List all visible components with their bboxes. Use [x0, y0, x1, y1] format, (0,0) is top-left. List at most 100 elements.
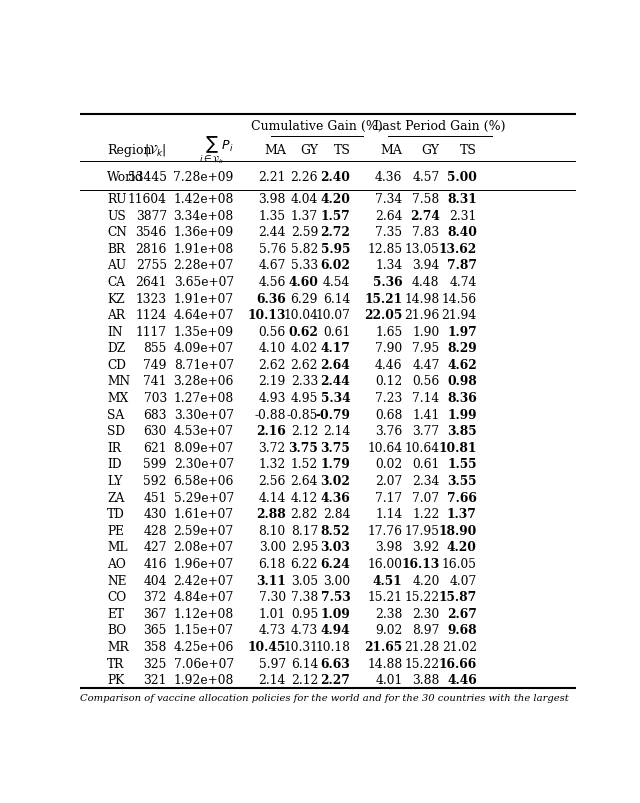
- Text: 7.23: 7.23: [375, 392, 403, 405]
- Text: 2.64: 2.64: [375, 210, 403, 222]
- Text: 0.61: 0.61: [323, 325, 350, 338]
- Text: 4.02: 4.02: [291, 342, 318, 355]
- Text: 1.37: 1.37: [291, 210, 318, 222]
- Text: 1117: 1117: [136, 325, 167, 338]
- Text: ET: ET: [108, 607, 124, 620]
- Text: 2.82: 2.82: [291, 507, 318, 520]
- Text: 4.12: 4.12: [291, 491, 318, 504]
- Text: 5.00: 5.00: [447, 171, 477, 184]
- Text: 8.17: 8.17: [291, 524, 318, 537]
- Text: 0.12: 0.12: [375, 375, 403, 388]
- Text: 3.75: 3.75: [289, 442, 318, 454]
- Text: 3.03: 3.03: [321, 540, 350, 554]
- Text: 4.20: 4.20: [412, 574, 440, 587]
- Text: 4.95: 4.95: [291, 392, 318, 405]
- Text: 3.55: 3.55: [447, 475, 477, 487]
- Text: 1.90: 1.90: [412, 325, 440, 338]
- Text: 3.65e+07: 3.65e+07: [173, 275, 234, 288]
- Text: 6.14: 6.14: [323, 292, 350, 305]
- Text: ZA: ZA: [108, 491, 125, 504]
- Text: 1.96e+07: 1.96e+07: [173, 557, 234, 570]
- Text: 8.09e+07: 8.09e+07: [173, 442, 234, 454]
- Text: 1.42e+08: 1.42e+08: [173, 193, 234, 206]
- Text: $|\mathcal{V}_k|$: $|\mathcal{V}_k|$: [145, 142, 167, 158]
- Text: 703: 703: [143, 392, 167, 405]
- Text: 404: 404: [143, 574, 167, 587]
- Text: 1.34: 1.34: [375, 259, 403, 272]
- Text: 17.95: 17.95: [404, 524, 440, 537]
- Text: 53445: 53445: [128, 171, 167, 184]
- Text: 8.31: 8.31: [447, 193, 477, 206]
- Text: 21.94: 21.94: [442, 308, 477, 322]
- Text: 599: 599: [143, 458, 167, 471]
- Text: 2755: 2755: [136, 259, 167, 272]
- Text: 3.72: 3.72: [259, 442, 286, 454]
- Text: 2.38: 2.38: [375, 607, 403, 620]
- Text: TS: TS: [333, 144, 350, 157]
- Text: 1.35e+09: 1.35e+09: [173, 325, 234, 338]
- Text: 3.28e+06: 3.28e+06: [173, 375, 234, 388]
- Text: 2.30e+07: 2.30e+07: [173, 458, 234, 471]
- Text: 6.14: 6.14: [291, 657, 318, 670]
- Text: 358: 358: [143, 640, 167, 653]
- Text: CN: CN: [108, 226, 127, 238]
- Text: PE: PE: [108, 524, 124, 537]
- Text: 4.74: 4.74: [449, 275, 477, 288]
- Text: 2.95: 2.95: [291, 540, 318, 554]
- Text: 1.52: 1.52: [291, 458, 318, 471]
- Text: 592: 592: [143, 475, 167, 487]
- Text: 6.29: 6.29: [291, 292, 318, 305]
- Text: 749: 749: [143, 358, 167, 372]
- Text: TR: TR: [108, 657, 125, 670]
- Text: LY: LY: [108, 475, 123, 487]
- Text: 8.40: 8.40: [447, 226, 477, 238]
- Text: 1.36e+09: 1.36e+09: [173, 226, 234, 238]
- Text: 2.42e+07: 2.42e+07: [173, 574, 234, 587]
- Text: 6.24: 6.24: [321, 557, 350, 570]
- Text: 621: 621: [143, 442, 167, 454]
- Text: 1124: 1124: [136, 308, 167, 322]
- Text: 3.85: 3.85: [447, 425, 477, 438]
- Text: 3.75: 3.75: [321, 442, 350, 454]
- Text: 3877: 3877: [136, 210, 167, 222]
- Text: 4.47: 4.47: [412, 358, 440, 372]
- Text: 6.18: 6.18: [259, 557, 286, 570]
- Text: 1.57: 1.57: [321, 210, 350, 222]
- Text: -0.88: -0.88: [254, 408, 286, 421]
- Text: 8.97: 8.97: [412, 624, 440, 637]
- Text: Comparison of vaccine allocation policies for the world and for the 30 countries: Comparison of vaccine allocation policie…: [80, 693, 569, 702]
- Text: 3546: 3546: [136, 226, 167, 238]
- Text: 4.93: 4.93: [259, 392, 286, 405]
- Text: 2.59e+07: 2.59e+07: [173, 524, 234, 537]
- Text: 3.00: 3.00: [323, 574, 350, 587]
- Text: 17.76: 17.76: [367, 524, 403, 537]
- Text: 7.38: 7.38: [291, 590, 318, 603]
- Text: 7.17: 7.17: [375, 491, 403, 504]
- Text: 9.68: 9.68: [447, 624, 477, 637]
- Text: 4.46: 4.46: [447, 673, 477, 687]
- Text: 10.31: 10.31: [284, 640, 318, 653]
- Text: 5.76: 5.76: [259, 243, 286, 255]
- Text: 21.96: 21.96: [404, 308, 440, 322]
- Text: 2.08e+07: 2.08e+07: [173, 540, 234, 554]
- Text: 0.68: 0.68: [375, 408, 403, 421]
- Text: 365: 365: [143, 624, 167, 637]
- Text: 21.02: 21.02: [442, 640, 477, 653]
- Text: 683: 683: [143, 408, 167, 421]
- Text: 1.91e+08: 1.91e+08: [173, 243, 234, 255]
- Text: Cumulative Gain (%): Cumulative Gain (%): [251, 120, 383, 133]
- Text: 4.73: 4.73: [259, 624, 286, 637]
- Text: $\sum_{i \in \mathcal{V}_k} P_i$: $\sum_{i \in \mathcal{V}_k} P_i$: [199, 134, 234, 166]
- Text: GY: GY: [422, 144, 440, 157]
- Text: 2.59: 2.59: [291, 226, 318, 238]
- Text: 0.56: 0.56: [259, 325, 286, 338]
- Text: 2.16: 2.16: [256, 425, 286, 438]
- Text: 4.20: 4.20: [447, 540, 477, 554]
- Text: 1.61e+07: 1.61e+07: [173, 507, 234, 520]
- Text: 2.12: 2.12: [291, 673, 318, 687]
- Text: MN: MN: [108, 375, 131, 388]
- Text: 4.60: 4.60: [288, 275, 318, 288]
- Text: 1.92e+08: 1.92e+08: [173, 673, 234, 687]
- Text: 10.13: 10.13: [248, 308, 286, 322]
- Text: 1323: 1323: [136, 292, 167, 305]
